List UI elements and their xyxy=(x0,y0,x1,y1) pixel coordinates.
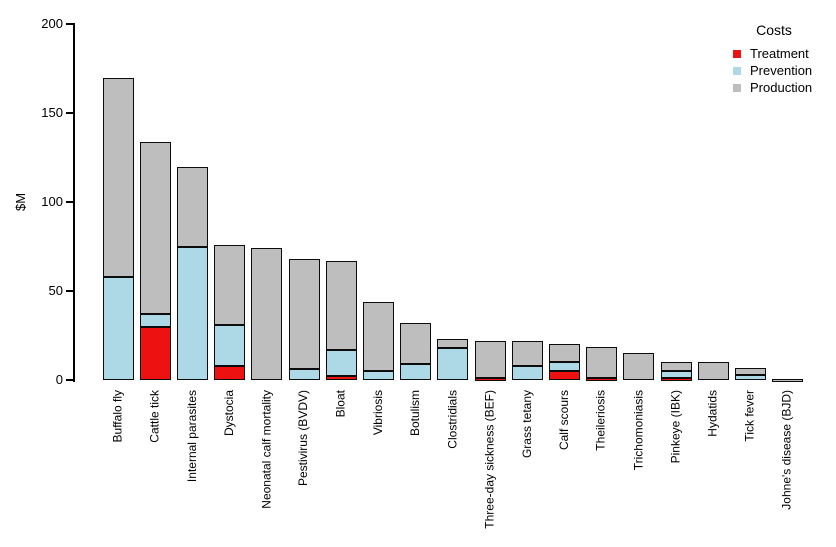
x-axis-label: Pestivirus (BVDV) xyxy=(296,390,311,487)
legend-label: Production xyxy=(750,80,813,95)
y-tick-label: 50 xyxy=(48,283,63,299)
bar-segment-production-9 xyxy=(400,323,432,364)
bar-segment-production-10 xyxy=(437,339,469,348)
bar-segment-production-13 xyxy=(548,344,580,363)
legend-item-treatment: Treatment xyxy=(703,45,836,62)
y-tick-label: 150 xyxy=(41,105,63,121)
y-tick-mark xyxy=(66,112,74,115)
x-axis-label: Internal parasites xyxy=(184,390,199,483)
bar-segment-production-18 xyxy=(734,367,766,375)
y-tick-label: 0 xyxy=(55,372,63,387)
bar-segment-prevention-13 xyxy=(548,362,580,372)
bar-segment-prevention-6 xyxy=(288,369,320,380)
bar-segment-prevention-18 xyxy=(734,374,766,380)
bar-segment-prevention-16 xyxy=(660,371,692,379)
bar-segment-production-2 xyxy=(139,141,171,315)
bar-segment-production-7 xyxy=(325,260,357,350)
bar-segment-production-16 xyxy=(660,362,692,372)
bar-segment-prevention-2 xyxy=(139,314,171,327)
y-tick-mark xyxy=(66,23,74,26)
x-axis-label: Dystocia xyxy=(222,390,237,437)
bar-segment-prevention-10 xyxy=(437,347,469,380)
bar-segment-production-3 xyxy=(176,166,208,247)
bar-segment-production-17 xyxy=(697,362,729,380)
bar-segment-prevention-3 xyxy=(176,246,208,380)
bar-segment-production-14 xyxy=(586,347,618,379)
bar-segment-prevention-4 xyxy=(214,324,246,366)
bar-segment-treatment-13 xyxy=(548,371,580,380)
x-axis-label: Three-day sickness (BEF) xyxy=(482,390,497,529)
x-axis-label: Pinkeye (IBK) xyxy=(668,390,683,464)
x-axis-label: Cattle tick xyxy=(147,390,162,443)
legend-label: Treatment xyxy=(750,46,809,61)
bar-segment-production-4 xyxy=(214,244,246,325)
x-axis-label: Tick fever xyxy=(742,390,757,442)
legend-swatch-production xyxy=(733,83,741,92)
bar-segment-production-19 xyxy=(772,379,804,382)
bar-segment-prevention-7 xyxy=(325,349,357,377)
bar-segment-treatment-2 xyxy=(139,326,171,380)
bar-segment-treatment-16 xyxy=(660,378,692,381)
bar-segment-prevention-8 xyxy=(362,371,394,380)
bar-segment-production-6 xyxy=(288,259,320,370)
x-axis-label: Johne's disease (BJD) xyxy=(780,390,795,510)
x-axis-label: Buffalo fly xyxy=(110,390,125,443)
x-axis-label: Bloat xyxy=(333,390,348,418)
bar-segment-prevention-12 xyxy=(511,365,543,380)
bar-segment-prevention-9 xyxy=(400,363,432,380)
legend-item-production: Production xyxy=(703,79,836,96)
legend-items: Treatment Prevention Production xyxy=(703,45,836,96)
x-axis-label: Grass tetany xyxy=(519,390,534,459)
legend-swatch-treatment xyxy=(733,49,741,58)
bar-segment-production-5 xyxy=(251,248,283,380)
legend-swatch-prevention xyxy=(733,66,741,75)
legend-label: Prevention xyxy=(750,63,813,78)
bar-segment-treatment-4 xyxy=(214,365,246,380)
x-axis-label: Botulism xyxy=(408,390,423,437)
x-axis-label: Vibriosis xyxy=(370,390,385,436)
bar-segment-production-12 xyxy=(511,340,543,366)
x-axis-label: Trichomoniasis xyxy=(631,390,646,471)
x-axis-label: Theileriosis xyxy=(594,390,609,451)
x-axis-label: Neonatal calf mortality xyxy=(259,390,274,509)
bar-segment-production-8 xyxy=(362,301,394,372)
x-axis-label: Calf scours xyxy=(556,390,571,451)
y-tick-mark xyxy=(66,379,74,381)
bar-segment-production-1 xyxy=(102,77,134,277)
legend: Costs Treatment Prevention Production xyxy=(703,22,836,96)
y-axis-line xyxy=(73,23,75,382)
bar-segment-treatment-7 xyxy=(325,376,357,380)
legend-item-prevention: Prevention xyxy=(703,62,836,79)
y-tick-label: 100 xyxy=(41,194,63,210)
legend-title: Costs xyxy=(756,22,792,38)
bar-segment-production-15 xyxy=(623,353,655,380)
x-axis-label: Hydatids xyxy=(705,390,720,437)
bar-segment-production-11 xyxy=(474,340,506,379)
bar-segment-prevention-1 xyxy=(102,276,134,380)
x-axis-label: Clostridials xyxy=(445,390,460,449)
y-tick-label: 200 xyxy=(41,16,63,32)
bar-segment-treatment-14 xyxy=(586,378,618,381)
y-tick-mark xyxy=(66,201,74,204)
bar-segment-treatment-11 xyxy=(474,378,506,381)
y-tick-mark xyxy=(66,290,74,293)
